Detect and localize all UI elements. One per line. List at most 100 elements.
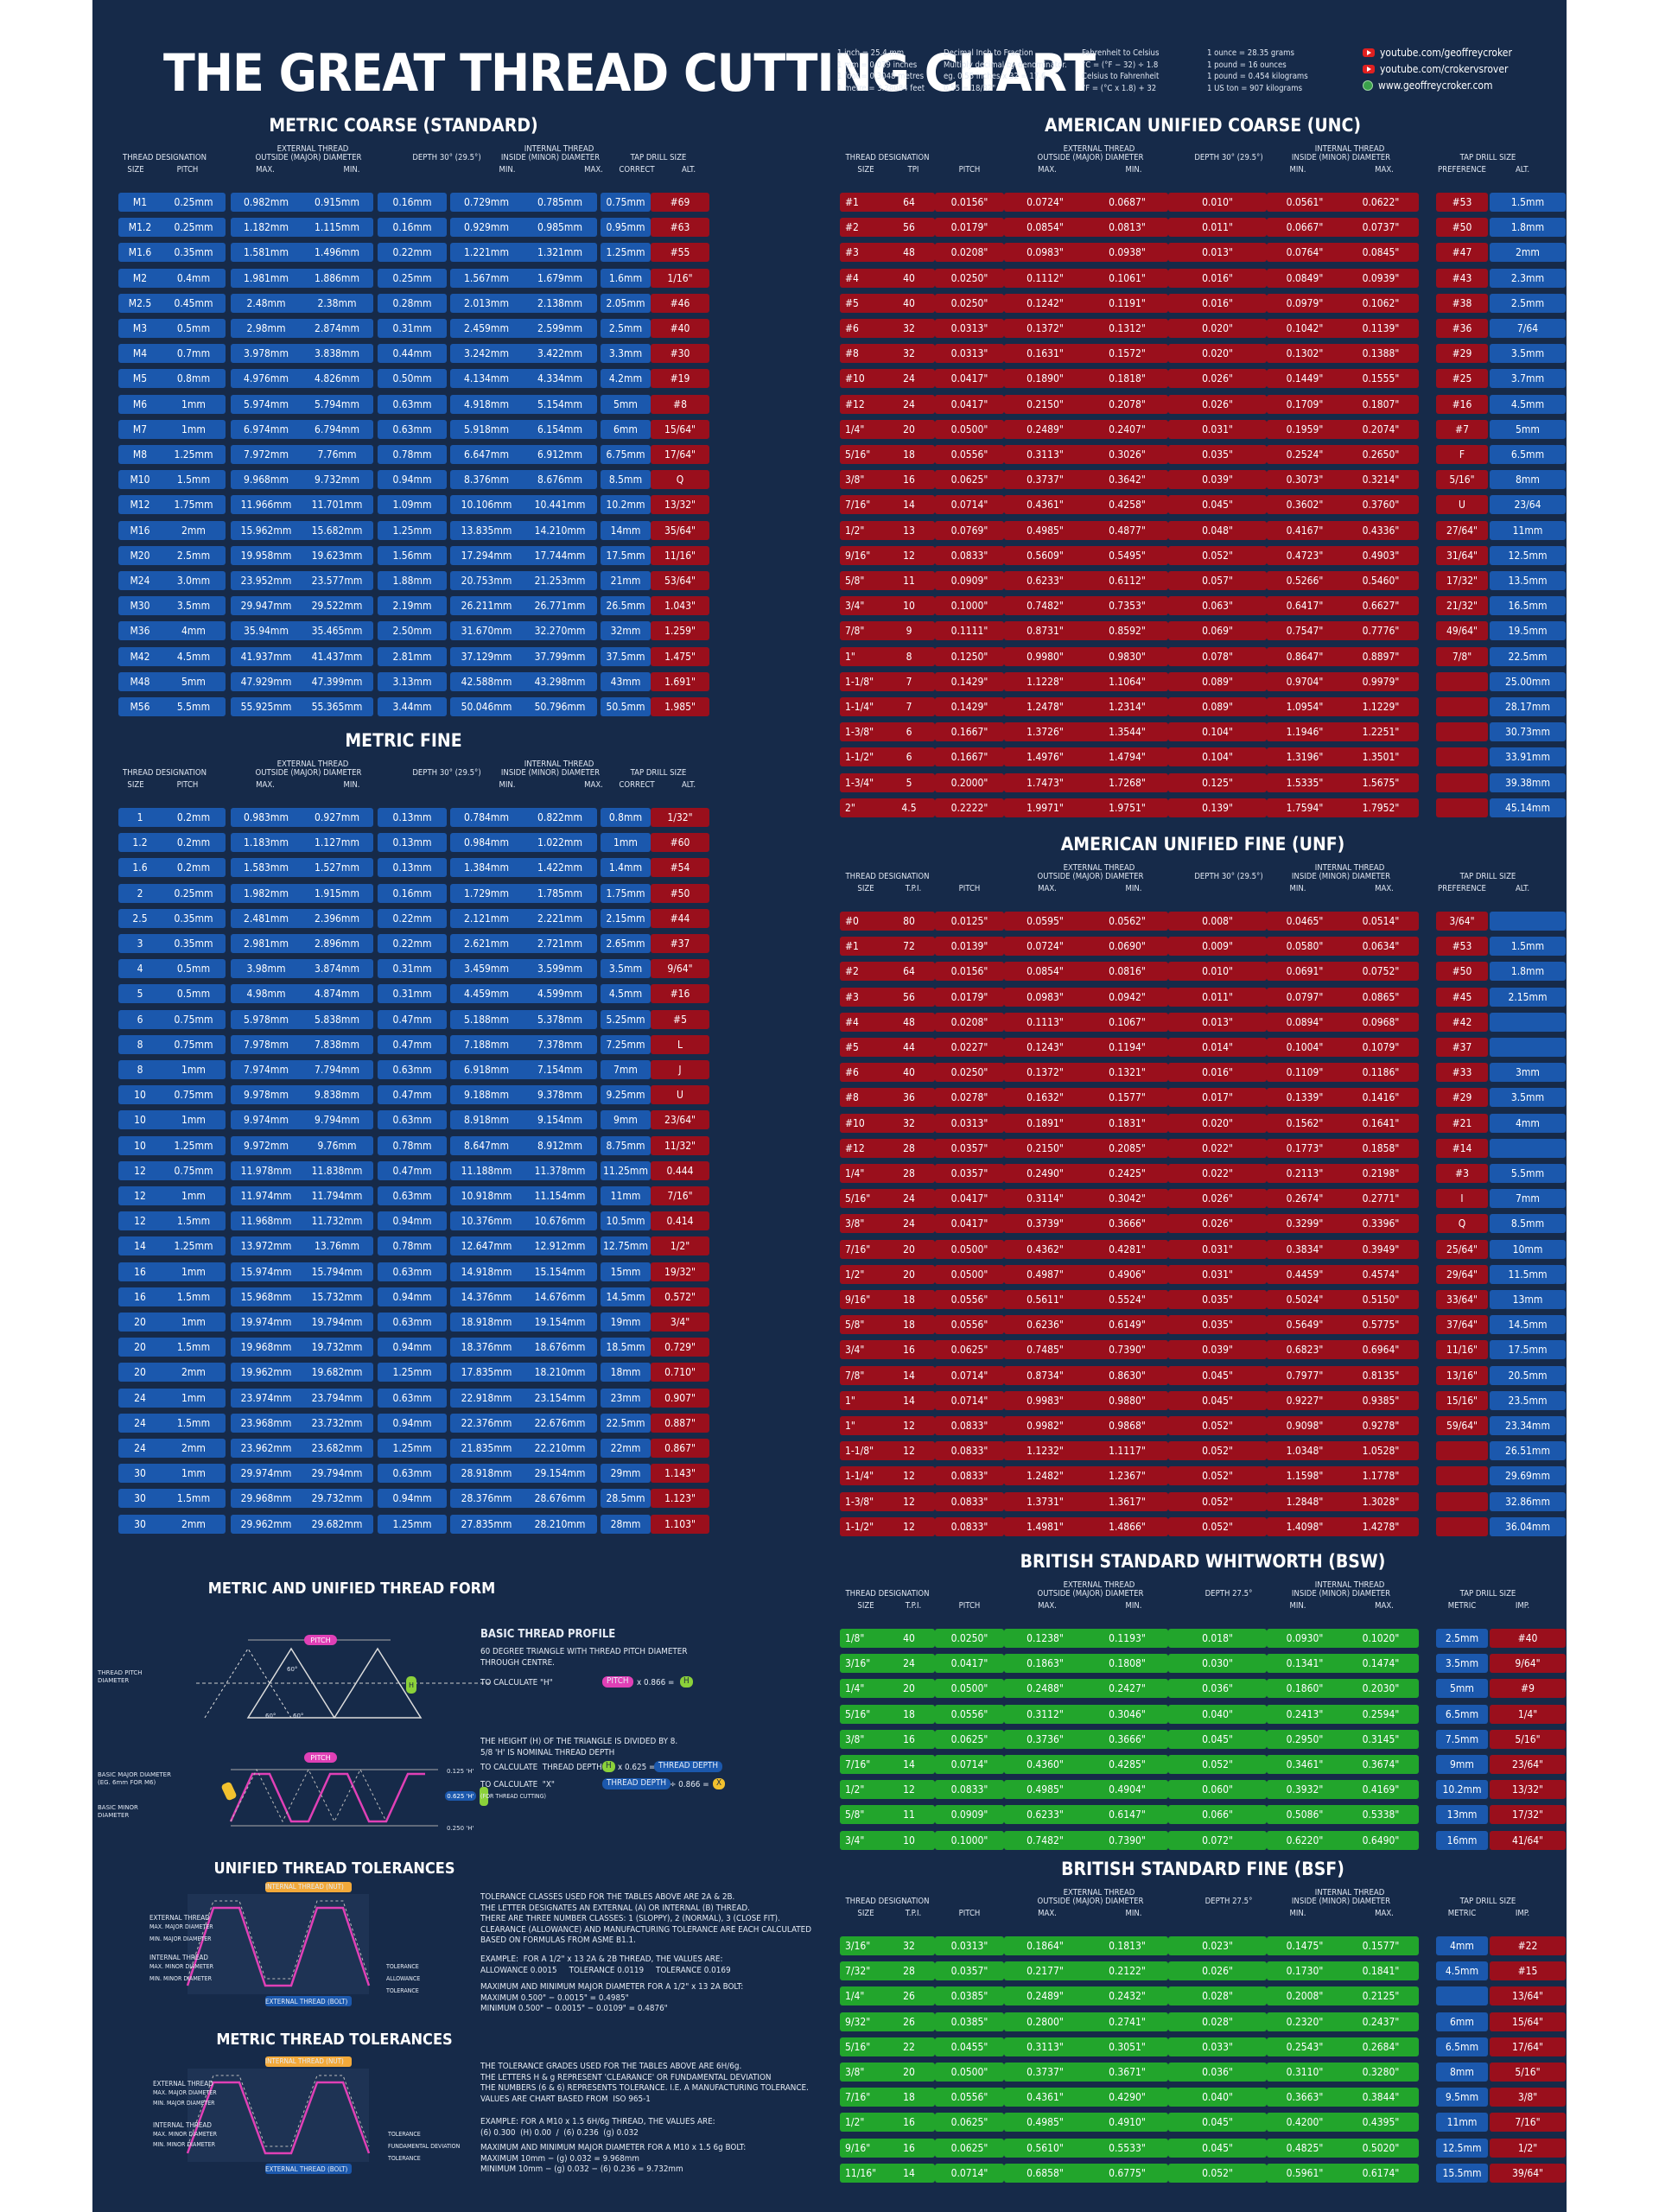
metric_coarse-row-segment [378,344,447,364]
metric_fine-row: 30 2mm 29.962mm 29.682mm 1.25mm 27.835mm 28.21… [92,1514,715,1534]
unf-cell: 1.0528" [1362,1445,1400,1458]
metric_fine-cell: 20 [134,1366,146,1379]
bsw-cell: 0.7482" [1027,1834,1064,1847]
bsw-header: IMP. [1515,1601,1530,1611]
metric_coarse-row-segment [378,697,447,716]
metric_coarse-cell: 0.985mm [537,221,582,234]
h-chip-2: H [602,1761,615,1772]
unc-cell: 0.4723" [1286,549,1324,562]
metric_fine-row-segment [601,1034,651,1054]
unc-cell: 0.1111" [950,625,988,638]
unc-row: 1" 8 0.1250" 0.9980" 0.9830" 0.078" 0.8647" 0.8… [840,646,1566,666]
bsf-row: 9/32" 26 0.0385" 0.2800" 0.2741" 0.028" 0.2320… [840,2012,1566,2031]
metric_fine-cell: 9.838mm [315,1089,359,1102]
unc-cell: 1.1229" [1362,701,1400,713]
metric_coarse-row-segment [450,344,597,364]
metric_coarse-cell: 6.794mm [315,423,359,435]
metric_fine-cell: 2.621mm [464,938,509,950]
unc-cell: 1-1/2" [845,751,874,764]
metric_fine-row-segment [118,959,226,979]
unc-cell [1436,773,1488,792]
metric_coarse-row-segment [231,419,373,439]
metric_fine-row-segment [118,934,226,953]
bsf-cell: 15/64" [1511,2015,1544,2028]
metric_fine-cell: 1.4mm [608,861,643,874]
metric_fine-cell: 0.47mm [392,1164,432,1177]
bsf-cell: 20 [903,2066,915,2078]
metric_coarse-cell: 6.974mm [244,423,289,435]
metric_coarse-row-segment [450,671,597,691]
unc-cell: 9 [906,625,912,638]
unc-cell: 0.8647" [1286,650,1324,663]
metric_coarse-cell: M56 [130,701,150,713]
youtube-link-1[interactable]: youtube.com/geoffreycroker [1363,47,1512,59]
unf-cell: 0.1562" [1286,1116,1324,1129]
bsw-cell: 0.4285" [1109,1758,1146,1770]
metric_fine-cell: 8.912mm [537,1139,582,1152]
metric_fine-cell: 8.647mm [464,1139,509,1152]
metric_coarse-row: M12 1.75mm 11.966mm 11.701mm 1.09mm 10.106mm 1… [92,495,715,515]
unf-cell: 0.1858" [1362,1141,1400,1154]
metric_coarse-cell: 0.35mm [174,246,213,259]
unc-cell: 0.3737" [1027,474,1064,486]
metric_fine-cell: 0.78mm [392,1139,432,1152]
metric-internal-nut-label: INTERNAL THREAD (NUT) [265,2057,344,2065]
unf-cell: 18 [903,1294,915,1306]
metric_coarse-row-segment [601,545,651,565]
unf-cell: 48 [903,1015,915,1028]
unf-cell: 1.4866" [1109,1520,1146,1533]
bsf-cell: 3/8" [845,2066,865,2078]
metric_coarse-cell: 1.985" [664,701,696,713]
metric_coarse-header: INTERNAL THREAD [524,144,594,154]
metric_fine-cell: 0.25mm [174,887,213,899]
metric_fine-cell: 11.838mm [311,1164,363,1177]
metric_coarse-row-segment [231,394,373,414]
unc-cell: 0.2078" [1109,397,1146,410]
unf-cell: 4mm [1516,1116,1540,1129]
metric_fine-cell: 7/16" [667,1190,693,1202]
bsf-cell: 9/16" [845,2141,871,2154]
bsf-header: IMP. [1515,1909,1530,1918]
unf-cell: #6 [845,1066,859,1079]
unf-cell: 0.0752" [1362,965,1400,978]
metric_fine-cell: J [678,1064,682,1076]
unc-cell: 10 [903,600,915,613]
metric-tolerance-section: METRIC THREAD TOLERANCES INTERNAL THREAD… [92,2031,836,2203]
youtube-link-2[interactable]: youtube.com/crokervsrover [1363,63,1508,75]
unf-cell: 0.3299" [1286,1217,1324,1230]
unf-cell: 32.86mm [1505,1495,1550,1508]
conversion-length: 1 inch = 25.4 mm 1 mm = 0.039 inches 1 f… [837,48,925,93]
bsf-cell: 14 [903,2166,915,2179]
bsf-cell: 0.040" [1202,2091,1233,2104]
bsf-row: 3/8" 20 0.0500" 0.3737" 0.3671" 0.036" 0.3110"… [840,2063,1566,2082]
bsf-row: 7/32" 28 0.0357" 0.2177" 0.2122" 0.026" 0.1730… [840,1961,1566,1981]
unc-table: AMERICAN UNIFIED COARSE (UNC) THREAD DESI… [840,115,1566,827]
unf-cell: 44 [903,1041,915,1053]
metric_fine-row: 10 1.25mm 9.972mm 9.76mm 0.78mm 8.647mm 8.912m… [92,1135,715,1155]
metric_fine-cell: 18.5mm [606,1341,645,1354]
unc-cell: 0.016" [1202,271,1233,284]
unc-cell: 0.031" [1202,423,1233,435]
website-link[interactable]: www.geoffreycroker.com [1363,79,1493,92]
unc-cell: 0.4985" [1027,524,1064,537]
metric_coarse-row-segment [231,293,373,313]
unf-cell: #3 [1455,1167,1469,1179]
thread-depth-chip-2: THREAD DEPTH [602,1778,671,1789]
metric_coarse-cell: #8 [673,397,687,410]
metric_fine-cell: 23mm [610,1391,641,1404]
unc-header: PREFERENCE [1438,165,1486,175]
metric_coarse-row-segment [601,520,651,540]
metric_fine-row: 24 2mm 23.962mm 23.682mm 1.25mm 21.835mm 22.21… [92,1439,715,1458]
bsf-cell: #15 [1517,1965,1538,1978]
unc-cell: 1.7594" [1286,801,1324,814]
svg-text:0.250 'H': 0.250 'H' [447,1825,474,1832]
bsw-cell: 41/64" [1511,1834,1544,1847]
unf-cell: 0.0500" [950,1268,988,1281]
bsw-cell: 0.6490" [1362,1834,1400,1847]
metric_coarse-row-segment [651,344,709,364]
unf-cell: 1.3617" [1109,1495,1146,1508]
metric_fine-row-segment [651,858,709,878]
metric_fine-header: CORRECT [619,780,655,790]
metric-max-minor-label: MAX. MINOR DIAMETER [153,2131,218,2138]
